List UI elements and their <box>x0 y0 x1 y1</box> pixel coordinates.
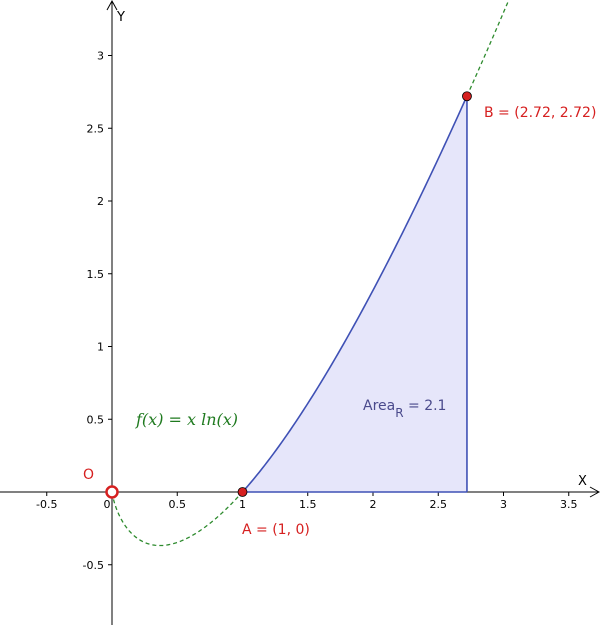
x-tick-label: 0.5 <box>169 498 187 511</box>
point-label-o: O <box>83 467 94 483</box>
y-tick-label: 1.5 <box>87 268 105 281</box>
x-tick-label: 1.5 <box>299 498 317 511</box>
x-axis-label: X <box>578 474 587 489</box>
x-tick-label: 2 <box>370 498 377 511</box>
y-axis-arrow <box>106 0 118 11</box>
area-label-subscript: R <box>395 406 403 420</box>
area-label-main: Area <box>363 398 395 414</box>
point-a <box>237 487 248 497</box>
x-tick-label: -0.5 <box>36 498 57 511</box>
x-axis-arrow <box>589 486 600 498</box>
y-tick-label: 3 <box>97 50 104 63</box>
function-label: f(x) = x ln(x) <box>135 410 238 429</box>
x-tick-label: 3.5 <box>560 498 578 511</box>
area-region-layer <box>242 95 467 493</box>
area-label-value: = 2.1 <box>404 398 447 414</box>
curve-layer <box>111 0 510 547</box>
points-layer <box>105 91 472 499</box>
y-tick-label: 0.5 <box>87 413 105 426</box>
x-tick-label: 2.5 <box>430 498 448 511</box>
x-tick-label: 1 <box>239 498 246 511</box>
point-label-a: A = (1, 0) <box>242 522 310 538</box>
area-label: AreaR = 2.1 <box>363 398 446 420</box>
function-curve-dashed-left <box>111 491 243 547</box>
function-curve-dashed-right <box>466 0 510 97</box>
y-axis-label: Y <box>116 10 125 25</box>
y-tick-label: 1 <box>97 341 104 354</box>
point-label-b: B = (2.72, 2.72) <box>484 105 596 121</box>
labels-layer: O A = (1, 0) B = (2.72, 2.72) f(x) = x ln(x… <box>83 105 596 538</box>
y-tick-label: 2 <box>97 195 104 208</box>
point-b <box>462 91 472 102</box>
area-region-fill <box>242 95 467 493</box>
x-tick-label: 3 <box>500 498 507 511</box>
y-tick-label: 2.5 <box>87 122 105 135</box>
point-o <box>105 485 119 499</box>
region-curve-boundary <box>241 95 468 493</box>
x-tick-label: 0 <box>104 498 111 511</box>
y-tick-label: -0.5 <box>83 559 104 572</box>
